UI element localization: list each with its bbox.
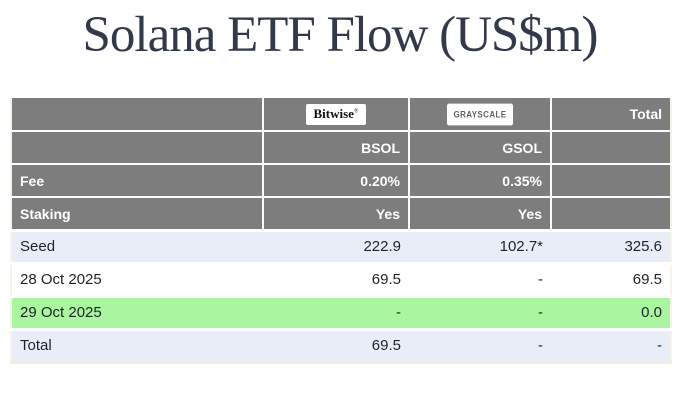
corner-cell (11, 98, 263, 133)
staking-row: Staking Yes Yes (11, 197, 671, 232)
fee-total (550, 164, 671, 199)
total-gsol: - (409, 327, 551, 363)
date-29-label: 29 Oct 2025 (11, 294, 263, 330)
seed-bsol: 222.9 (263, 228, 409, 264)
logo-header-row: Bitwise® GRAYSCALE Total (11, 98, 671, 133)
total-row-label: Total (11, 327, 263, 363)
date-29-total: 0.0 (551, 294, 671, 330)
seed-gsol: 102.7* (409, 228, 551, 264)
ticker-header-row: BSOL GSOL (11, 131, 671, 166)
date-29-bsol: - (263, 294, 409, 330)
fee-label: Fee (11, 164, 263, 199)
ticker-row-label (11, 131, 263, 166)
grayscale-logo-cell: GRAYSCALE (408, 98, 551, 133)
seed-row: Seed 222.9 102.7* 325.6 (11, 228, 671, 264)
fee-bsol: 0.20% (262, 164, 409, 199)
staking-total (550, 197, 671, 232)
bitwise-registered-mark: ® (353, 108, 359, 115)
gsol-ticker: GSOL (408, 131, 551, 166)
bitwise-logo: Bitwise® (306, 103, 366, 125)
fee-row: Fee 0.20% 0.35% (11, 164, 671, 199)
ticker-total-cell (550, 131, 671, 166)
seed-total: 325.6 (551, 228, 671, 264)
date-28-bsol: 69.5 (263, 261, 409, 297)
date-29-gsol: - (409, 294, 551, 330)
seed-label: Seed (11, 228, 263, 264)
etf-flow-table: Bitwise® GRAYSCALE Total BSOL GSOL Fee 0… (10, 98, 672, 364)
bitwise-logo-cell: Bitwise® (262, 98, 409, 133)
staking-bsol: Yes (262, 197, 409, 232)
staking-label: Staking (11, 197, 263, 232)
total-column-header: Total (550, 98, 671, 133)
date-28-total: 69.5 (551, 261, 671, 297)
total-bsol: 69.5 (263, 327, 409, 363)
bsol-ticker: BSOL (262, 131, 409, 166)
date-row-29-oct: 29 Oct 2025 - - 0.0 (11, 294, 671, 330)
fee-gsol: 0.35% (408, 164, 551, 199)
staking-gsol: Yes (408, 197, 551, 232)
date-28-gsol: - (409, 261, 551, 297)
page-title: Solana ETF Flow (US$m) (82, 7, 599, 63)
date-28-label: 28 Oct 2025 (11, 261, 263, 297)
grayscale-logo: GRAYSCALE (447, 103, 513, 126)
date-row-28-oct: 28 Oct 2025 69.5 - 69.5 (11, 261, 671, 297)
total-total: - (551, 327, 671, 363)
total-row: Total 69.5 - - (11, 327, 671, 363)
